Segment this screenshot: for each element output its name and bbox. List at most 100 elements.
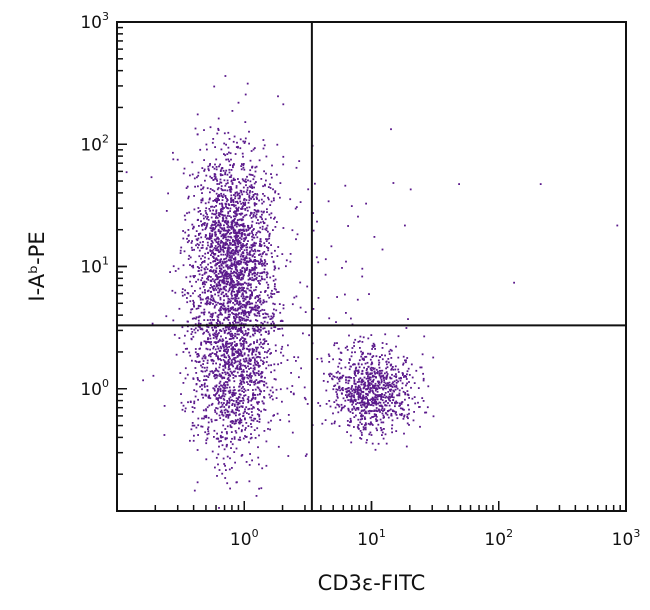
data-point (262, 322, 264, 325)
data-point (257, 401, 260, 404)
data-point (295, 360, 297, 362)
data-point (190, 337, 193, 340)
data-point (275, 397, 278, 399)
data-point (365, 388, 367, 391)
data-point (222, 266, 225, 269)
data-point (180, 246, 183, 249)
data-point (189, 275, 192, 278)
data-point (221, 313, 223, 316)
data-point (202, 355, 205, 358)
data-point (258, 415, 261, 418)
data-point (272, 391, 274, 394)
data-point (211, 141, 214, 144)
data-point (266, 208, 268, 211)
data-point (226, 383, 229, 386)
data-point (226, 352, 228, 354)
data-point (241, 317, 243, 320)
data-point (350, 441, 353, 444)
data-point (275, 349, 277, 352)
data-point (222, 262, 225, 265)
data-point (234, 232, 237, 235)
data-point (221, 394, 224, 397)
data-point (366, 368, 368, 370)
data-point (233, 243, 235, 246)
data-point (360, 431, 363, 434)
data-point (353, 391, 356, 394)
data-point (255, 203, 258, 205)
data-point (221, 264, 223, 267)
data-point (229, 152, 232, 155)
data-point (231, 402, 234, 405)
data-point (270, 364, 272, 367)
data-point (372, 378, 375, 381)
data-point (401, 387, 404, 390)
data-point (217, 223, 220, 226)
data-point (233, 392, 235, 395)
data-point (230, 343, 233, 346)
data-point (264, 312, 267, 315)
data-point (210, 254, 212, 256)
data-point (209, 262, 212, 264)
data-point (203, 331, 205, 334)
data-point (233, 386, 235, 389)
data-point (234, 246, 237, 249)
data-point (207, 396, 210, 399)
data-point (295, 166, 298, 169)
data-point (384, 333, 387, 336)
data-point (259, 215, 262, 218)
data-point (254, 417, 257, 420)
data-point (266, 271, 268, 274)
data-point (207, 237, 209, 240)
data-point (251, 353, 254, 356)
data-point (242, 340, 244, 342)
data-point (208, 208, 211, 210)
data-point (258, 380, 261, 383)
data-point (378, 373, 381, 376)
data-point (226, 252, 229, 254)
data-point (332, 412, 334, 415)
data-point (200, 311, 203, 314)
data-point (257, 328, 260, 331)
data-point (249, 271, 252, 274)
data-point (238, 242, 241, 244)
data-point (219, 380, 222, 383)
data-point (194, 395, 197, 398)
data-point (264, 218, 267, 221)
data-point (248, 197, 251, 199)
data-point (232, 389, 235, 392)
data-point (212, 251, 214, 254)
data-point (227, 235, 230, 238)
data-point (254, 396, 257, 399)
data-point (217, 245, 220, 248)
data-point (201, 417, 203, 420)
data-point (256, 307, 259, 309)
data-point (406, 422, 409, 425)
data-point (230, 201, 232, 203)
data-point (210, 229, 213, 232)
data-point (248, 274, 250, 276)
data-point (395, 411, 397, 413)
data-point (253, 381, 256, 383)
data-point (240, 295, 243, 298)
data-point (230, 187, 232, 190)
data-point (405, 384, 407, 387)
data-point (353, 345, 355, 347)
data-point (221, 206, 224, 209)
data-point (216, 318, 219, 321)
data-point (240, 387, 243, 390)
data-point (265, 361, 268, 363)
data-point (232, 411, 235, 414)
data-point (293, 296, 296, 299)
data-point (259, 231, 262, 234)
data-point (254, 244, 256, 247)
data-point (230, 169, 233, 171)
data-point (371, 344, 374, 347)
data-point (204, 340, 207, 343)
data-point (266, 386, 269, 389)
data-point (227, 224, 230, 227)
data-point (226, 295, 228, 298)
data-point (234, 264, 237, 266)
data-point (222, 250, 225, 252)
data-point (353, 416, 356, 418)
data-point (192, 275, 195, 277)
